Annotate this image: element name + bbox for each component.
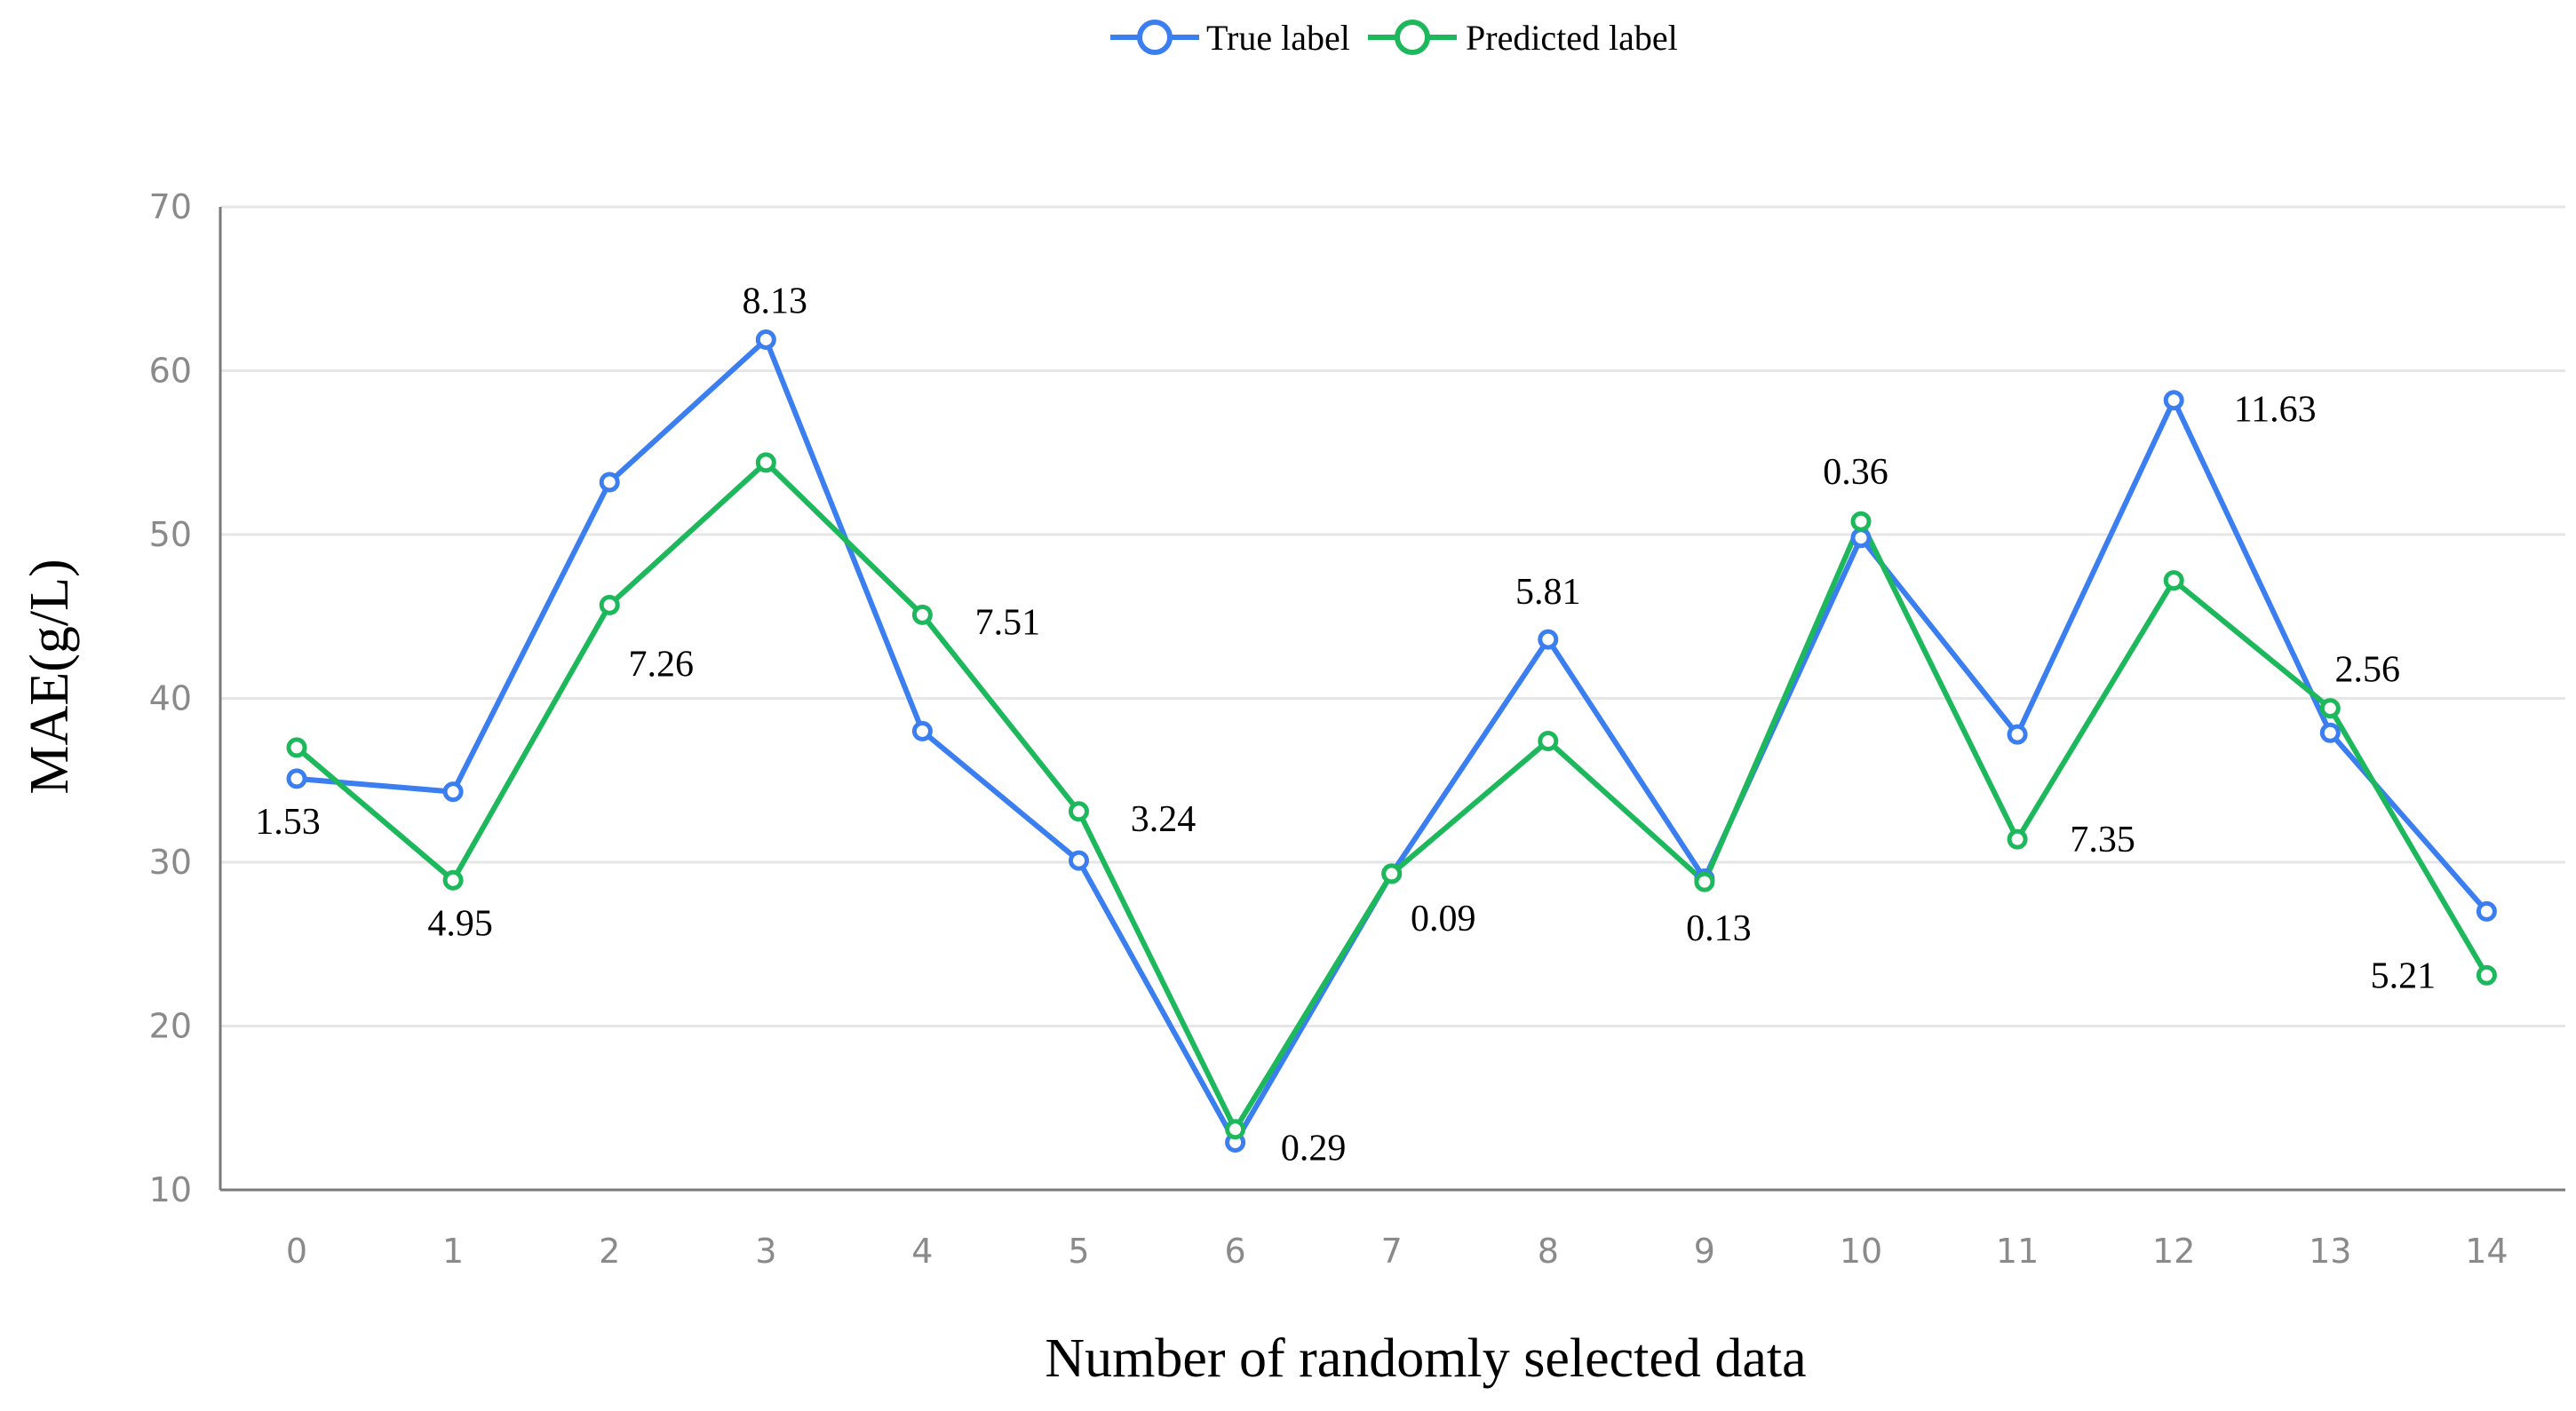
data-label-4: 7.51	[975, 602, 1041, 643]
point-predicted-label-8[interactable]	[1538, 730, 1559, 751]
data-label-12: 11.63	[2234, 390, 2317, 431]
point-true-label-0[interactable]	[286, 768, 307, 789]
y-tick-label-50: 50	[149, 515, 192, 554]
data-label-0: 1.53	[255, 802, 321, 843]
series-line-true-label	[296, 337, 2489, 1145]
legend-label-predicted-label: Predicted label	[1466, 18, 1678, 58]
y-tick-label-10: 10	[149, 1170, 192, 1209]
data-label-6: 0.29	[1281, 1128, 1347, 1169]
data-label-1: 4.95	[427, 903, 493, 944]
x-tick-label-5: 5	[1068, 1232, 1089, 1271]
x-tick-label-4: 4	[911, 1232, 933, 1271]
point-predicted-label-9[interactable]	[1694, 871, 1715, 892]
x-tick-label-10: 10	[1840, 1232, 1882, 1271]
point-true-label-12[interactable]	[2163, 390, 2184, 411]
series-line-predicted-label	[295, 459, 2489, 1132]
point-true-label-3[interactable]	[755, 329, 776, 350]
y-tick-label-30: 30	[149, 843, 192, 882]
x-tick-label-6: 6	[1225, 1232, 1246, 1271]
point-predicted-label-1[interactable]	[442, 869, 464, 891]
data-label-8: 5.81	[1515, 572, 1581, 613]
legend-marker-predicted-label	[1395, 20, 1430, 55]
data-label-2: 7.26	[628, 644, 694, 685]
point-predicted-label-12[interactable]	[2163, 570, 2184, 591]
data-label-3: 8.13	[743, 281, 808, 321]
data-labels: 1.53 4.95 7.26 8.13 7.51 3.24 0.29 0.09 5.81 0.13…	[255, 281, 2436, 1169]
x-tick-label-7: 7	[1381, 1232, 1403, 1271]
y-tick-label-20: 20	[149, 1007, 192, 1046]
x-tick-label-9: 9	[1694, 1232, 1715, 1271]
point-predicted-label-3[interactable]	[755, 452, 776, 473]
point-true-label-13[interactable]	[2319, 722, 2341, 743]
x-tick-label-8: 8	[1538, 1232, 1559, 1271]
point-true-label-14[interactable]	[2476, 900, 2497, 922]
point-predicted-label-6[interactable]	[1225, 1119, 1246, 1140]
legend: True label Predicted label	[1110, 18, 1678, 58]
legend-item-true-label[interactable]: True label	[1110, 18, 1350, 58]
x-tick-label-14: 14	[2465, 1232, 2508, 1271]
x-axis-title: Number of randomly selected data	[1045, 1328, 1806, 1389]
axes	[219, 207, 2565, 1192]
y-tick-label-70: 70	[149, 187, 192, 226]
legend-marker-true-label	[1137, 20, 1173, 55]
point-predicted-label-4[interactable]	[911, 604, 933, 625]
x-tick-label-2: 2	[599, 1232, 620, 1271]
x-tick-label-11: 11	[1996, 1232, 2039, 1271]
data-label-7: 0.09	[1411, 899, 1476, 939]
data-label-9: 0.13	[1686, 908, 1752, 949]
point-predicted-label-10[interactable]	[1850, 511, 1872, 532]
data-label-5: 3.24	[1131, 799, 1197, 840]
point-true-label-8[interactable]	[1538, 629, 1559, 650]
point-predicted-label-7[interactable]	[1381, 863, 1403, 884]
point-true-label-2[interactable]	[599, 472, 620, 493]
series-lines	[295, 337, 2489, 1145]
legend-label-true-label: True label	[1206, 18, 1350, 58]
point-true-label-11[interactable]	[2007, 724, 2028, 745]
grid-lines	[220, 205, 2565, 1027]
x-tick-label-3: 3	[755, 1232, 776, 1271]
point-predicted-label-0[interactable]	[286, 737, 307, 758]
x-tick-label-1: 1	[442, 1232, 464, 1271]
data-label-11: 7.35	[2070, 820, 2135, 860]
x-tick-labels: 0 1 2 3 4 5 6 7 8 9 10 11 12 13 14	[286, 1232, 2508, 1271]
x-tick-label-12: 12	[2152, 1232, 2195, 1271]
x-tick-label-0: 0	[286, 1232, 307, 1271]
x-tick-label-13: 13	[2309, 1232, 2351, 1271]
point-predicted-label-11[interactable]	[2007, 828, 2028, 850]
y-tick-label-40: 40	[149, 679, 192, 718]
series-points	[286, 329, 2497, 1153]
point-true-label-4[interactable]	[911, 720, 933, 741]
point-true-label-10[interactable]	[1850, 527, 1872, 549]
data-label-14: 5.21	[2371, 955, 2437, 996]
point-true-label-5[interactable]	[1069, 850, 1089, 871]
point-predicted-label-5[interactable]	[1069, 801, 1089, 822]
legend-item-predicted-label[interactable]: Predicted label	[1368, 18, 1678, 58]
y-axis-title: MAE(g/L)	[20, 559, 80, 794]
point-predicted-label-13[interactable]	[2319, 698, 2341, 719]
data-label-13: 2.56	[2335, 650, 2401, 691]
y-tick-label-60: 60	[149, 352, 192, 391]
data-label-10: 0.36	[1823, 452, 1888, 493]
point-predicted-label-14[interactable]	[2476, 964, 2497, 986]
point-predicted-label-2[interactable]	[599, 594, 620, 615]
point-true-label-1[interactable]	[442, 781, 464, 803]
y-tick-labels: 10 20 30 40 50 60 70	[149, 187, 192, 1209]
